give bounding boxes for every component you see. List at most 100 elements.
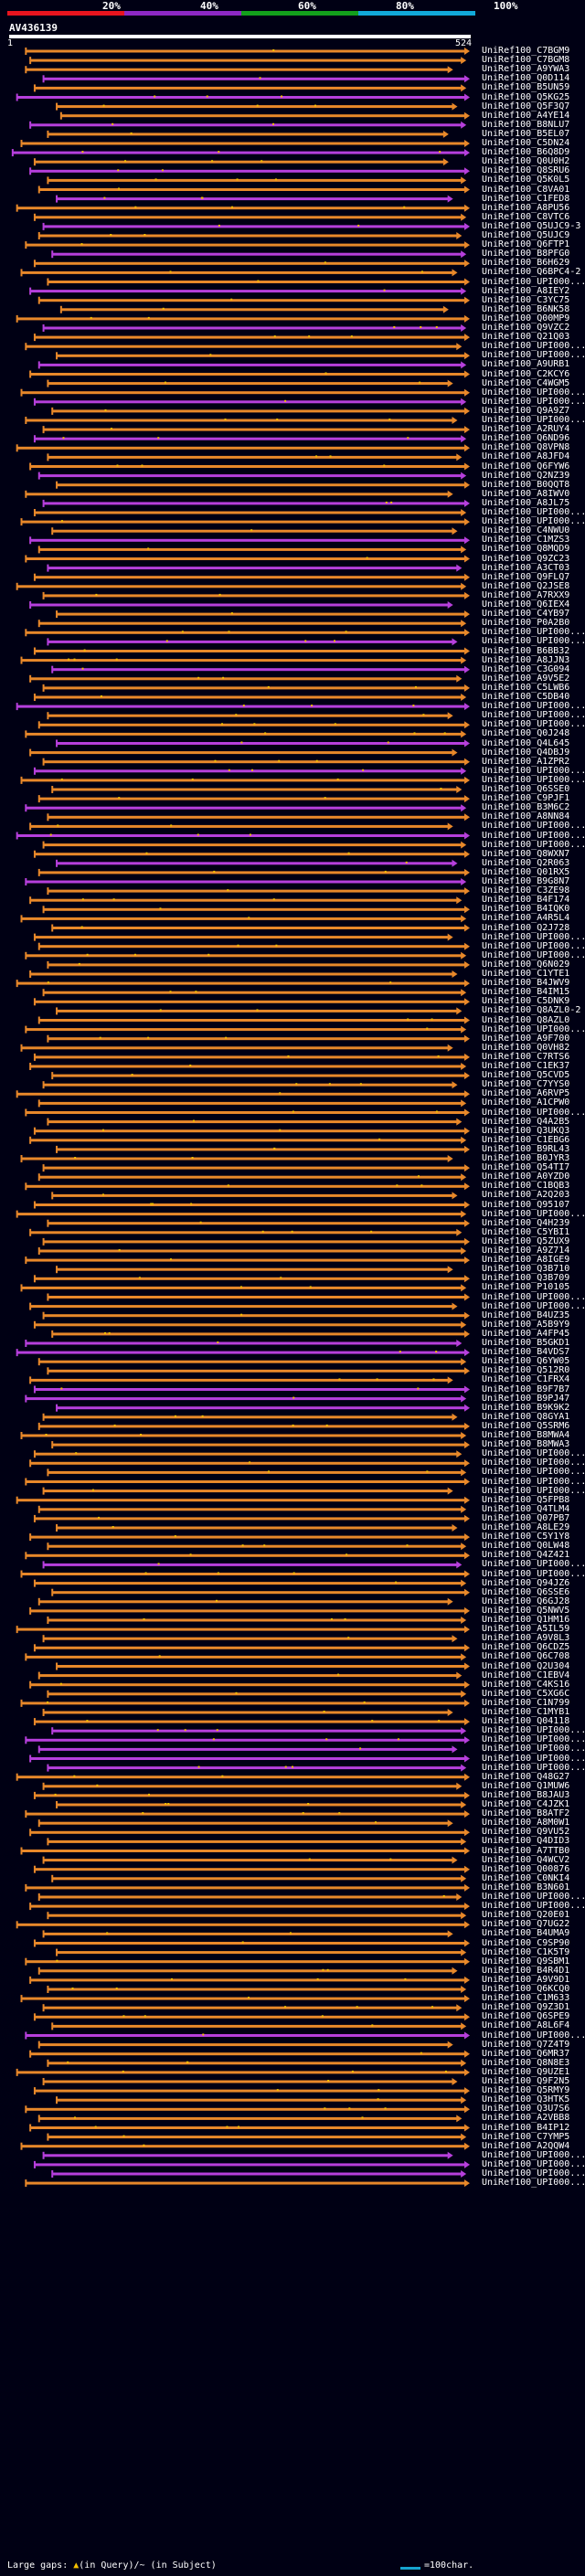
hit-label[interactable]: UniRef100_C7BGM9	[482, 46, 570, 56]
hit-label[interactable]: UniRef100_Q9UZE1	[482, 2066, 570, 2077]
hit-label[interactable]: UniRef100_Q8WXN7	[482, 848, 570, 859]
hit-label[interactable]: UniRef100_UPI000...	[482, 341, 585, 352]
hit-label[interactable]: UniRef100_A9V5E2	[482, 673, 570, 684]
hit-label[interactable]: UniRef100_C4JZK1	[482, 1799, 570, 1809]
hit-label[interactable]: UniRef100_Q6GJ28	[482, 1595, 570, 1606]
hit-label[interactable]: UniRef100_UPI000...	[482, 2178, 585, 2189]
hit-label[interactable]: UniRef100_C7RTS6	[482, 1051, 570, 1062]
hit-label[interactable]: UniRef100_Q9F2N5	[482, 2076, 570, 2086]
hit-label[interactable]: UniRef100_A8L6F4	[482, 2020, 570, 2031]
hit-label[interactable]: UniRef100_C8VA01	[482, 184, 570, 195]
hit-label[interactable]: UniRef100_Q3B710	[482, 1264, 570, 1275]
hit-label[interactable]: UniRef100_C1FRX4	[482, 1374, 570, 1385]
hit-label[interactable]: UniRef100_A8JL75	[482, 497, 570, 508]
hit-label[interactable]: UniRef100_Q5F3Q7	[482, 101, 570, 111]
hit-label[interactable]: UniRef100_Q8VPN8	[482, 442, 570, 453]
hit-label[interactable]: UniRef100_B6Q8D9	[482, 147, 570, 158]
hit-label[interactable]: UniRef100_C5DN24	[482, 138, 570, 148]
hit-label[interactable]: UniRef100_Q3UKQ3	[482, 1125, 570, 1136]
hit-label[interactable]: UniRef100_A9V9D1	[482, 1974, 570, 1985]
hit-label[interactable]: UniRef100_C7YMP5	[482, 2131, 570, 2142]
hit-label[interactable]: UniRef100_Q21Q03	[482, 332, 570, 343]
hit-label[interactable]: UniRef100_UPI000...	[482, 701, 585, 712]
hit-label[interactable]: UniRef100_UPI000...	[482, 1734, 585, 1745]
hit-label[interactable]: UniRef100_Q1MUW6	[482, 1780, 570, 1791]
hit-label[interactable]: UniRef100_Q8AZL0-2	[482, 1005, 581, 1016]
hit-label[interactable]: UniRef100_C5Y1Y8	[482, 1532, 570, 1542]
hit-label[interactable]: UniRef100_Q0LW48	[482, 1541, 570, 1552]
hit-label[interactable]: UniRef100_C1EBG6	[482, 1134, 570, 1145]
hit-label[interactable]: UniRef100_UPI000...	[482, 1467, 585, 1478]
hit-label[interactable]: UniRef100_Q8SRU6	[482, 165, 570, 176]
hit-label[interactable]: UniRef100_C9SP90	[482, 1937, 570, 1948]
hit-label[interactable]: UniRef100_Q5SRM6	[482, 1420, 570, 1431]
hit-label[interactable]: UniRef100_B5UN59	[482, 82, 570, 93]
hit-label[interactable]: UniRef100_B6BB32	[482, 645, 570, 656]
hit-label[interactable]: UniRef100_Q6FYW6	[482, 461, 570, 472]
hit-label[interactable]: UniRef100_UPI000...	[482, 1458, 585, 1468]
hit-label[interactable]: UniRef100_P10105	[482, 1282, 570, 1293]
hit-label[interactable]: UniRef100_Q6SSE0	[482, 784, 570, 794]
hit-label[interactable]: UniRef100_UPI000...	[482, 1476, 585, 1487]
hit-label[interactable]: UniRef100_B4R4D1	[482, 1965, 570, 1976]
hit-label[interactable]: UniRef100_C3YC75	[482, 294, 570, 305]
hit-label[interactable]: UniRef100_Q3U7S6	[482, 2104, 570, 2115]
hit-label[interactable]: UniRef100_Q9FLQ7	[482, 571, 570, 582]
hit-label[interactable]: UniRef100_B4JWV9	[482, 978, 570, 989]
hit-label[interactable]: UniRef100_UPI000...	[482, 710, 585, 721]
hit-label[interactable]: UniRef100_Q5FPB8	[482, 1494, 570, 1505]
hit-label[interactable]: UniRef100_Q5K0L5	[482, 175, 570, 186]
hit-label[interactable]: UniRef100_UPI000...	[482, 1208, 585, 1219]
hit-label[interactable]: UniRef100_Q2U304	[482, 1660, 570, 1671]
hit-label[interactable]: UniRef100_Q8GYA1	[482, 1411, 570, 1422]
hit-label[interactable]: UniRef100_A8NN84	[482, 811, 570, 822]
hit-label[interactable]: UniRef100_UPI000...	[482, 350, 585, 361]
hit-label[interactable]: UniRef100_B8ATF2	[482, 1808, 570, 1819]
hit-label[interactable]: UniRef100_C1EBV4	[482, 1670, 570, 1680]
hit-label[interactable]: UniRef100_C2KCY6	[482, 368, 570, 379]
hit-label[interactable]: UniRef100_UPI000...	[482, 1485, 585, 1496]
hit-label[interactable]: UniRef100_Q6N029	[482, 959, 570, 970]
hit-label[interactable]: UniRef100_Q5NWV5	[482, 1605, 570, 1616]
hit-label[interactable]: UniRef100_Q0U0H2	[482, 156, 570, 167]
hit-label[interactable]: UniRef100_A2QQW4	[482, 2140, 570, 2151]
hit-label[interactable]: UniRef100_Q5UJC9	[482, 230, 570, 240]
hit-label[interactable]: UniRef100_B6H629	[482, 258, 570, 269]
hit-label[interactable]: UniRef100_UPI000...	[482, 1753, 585, 1764]
hit-label[interactable]: UniRef100_UPI000...	[482, 1291, 585, 1302]
hit-label[interactable]: UniRef100_A2RUY4	[482, 424, 570, 435]
hit-label[interactable]: UniRef100_Q6FTP1	[482, 239, 570, 250]
hit-label[interactable]: UniRef100_Q00876	[482, 1863, 570, 1874]
hit-label[interactable]: UniRef100_UPI000...	[482, 2030, 585, 2041]
hit-label[interactable]: UniRef100_C1YTE1	[482, 969, 570, 979]
hit-label[interactable]: UniRef100_C7YYS0	[482, 1079, 570, 1090]
hit-label[interactable]: UniRef100_Q4DBJ9	[482, 747, 570, 758]
hit-label[interactable]: UniRef100_B4IM15	[482, 987, 570, 998]
hit-label[interactable]: UniRef100_A7TTB0	[482, 1845, 570, 1856]
hit-label[interactable]: UniRef100_UPI000...	[482, 931, 585, 942]
hit-label[interactable]: UniRef100_UPI000...	[482, 2168, 585, 2178]
hit-label[interactable]: UniRef100_UPI000...	[482, 2158, 585, 2169]
hit-label[interactable]: UniRef100_B4UZ35	[482, 1309, 570, 1320]
hit-label[interactable]: UniRef100_B9F7B7	[482, 1383, 570, 1394]
hit-label[interactable]: UniRef100_A9Z714	[482, 1246, 570, 1256]
hit-label[interactable]: UniRef100_C0NKI4	[482, 1872, 570, 1883]
hit-label[interactable]: UniRef100_UPI000...	[482, 830, 585, 841]
hit-label[interactable]: UniRef100_Q9A9Z7	[482, 405, 570, 416]
hit-label[interactable]: UniRef100_Q4WCV2	[482, 1854, 570, 1865]
hit-label[interactable]: UniRef100_B8JAU3	[482, 1789, 570, 1800]
hit-label[interactable]: UniRef100_Q0VH82	[482, 1042, 570, 1053]
hit-label[interactable]: UniRef100_Q512R0	[482, 1365, 570, 1376]
hit-label[interactable]: UniRef100_Q48G27	[482, 1771, 570, 1782]
hit-label[interactable]: UniRef100_A0YZD0	[482, 1171, 570, 1182]
hit-label[interactable]: UniRef100_UPI000...	[482, 1892, 585, 1902]
hit-label[interactable]: UniRef100_Q20E01	[482, 1910, 570, 1921]
hit-label[interactable]: UniRef100_Q94JZ6	[482, 1577, 570, 1588]
hit-label[interactable]: UniRef100_Q6KCQ0	[482, 1984, 570, 1994]
hit-label[interactable]: UniRef100_Q0J248	[482, 728, 570, 739]
hit-label[interactable]: UniRef100_Q2J728	[482, 922, 570, 933]
hit-label[interactable]: UniRef100_P0A2B0	[482, 618, 570, 629]
hit-label[interactable]: UniRef100_B3N601	[482, 1882, 570, 1892]
hit-label[interactable]: UniRef100_A8IWV0	[482, 488, 570, 499]
hit-label[interactable]: UniRef100_Q6YW05	[482, 1356, 570, 1367]
